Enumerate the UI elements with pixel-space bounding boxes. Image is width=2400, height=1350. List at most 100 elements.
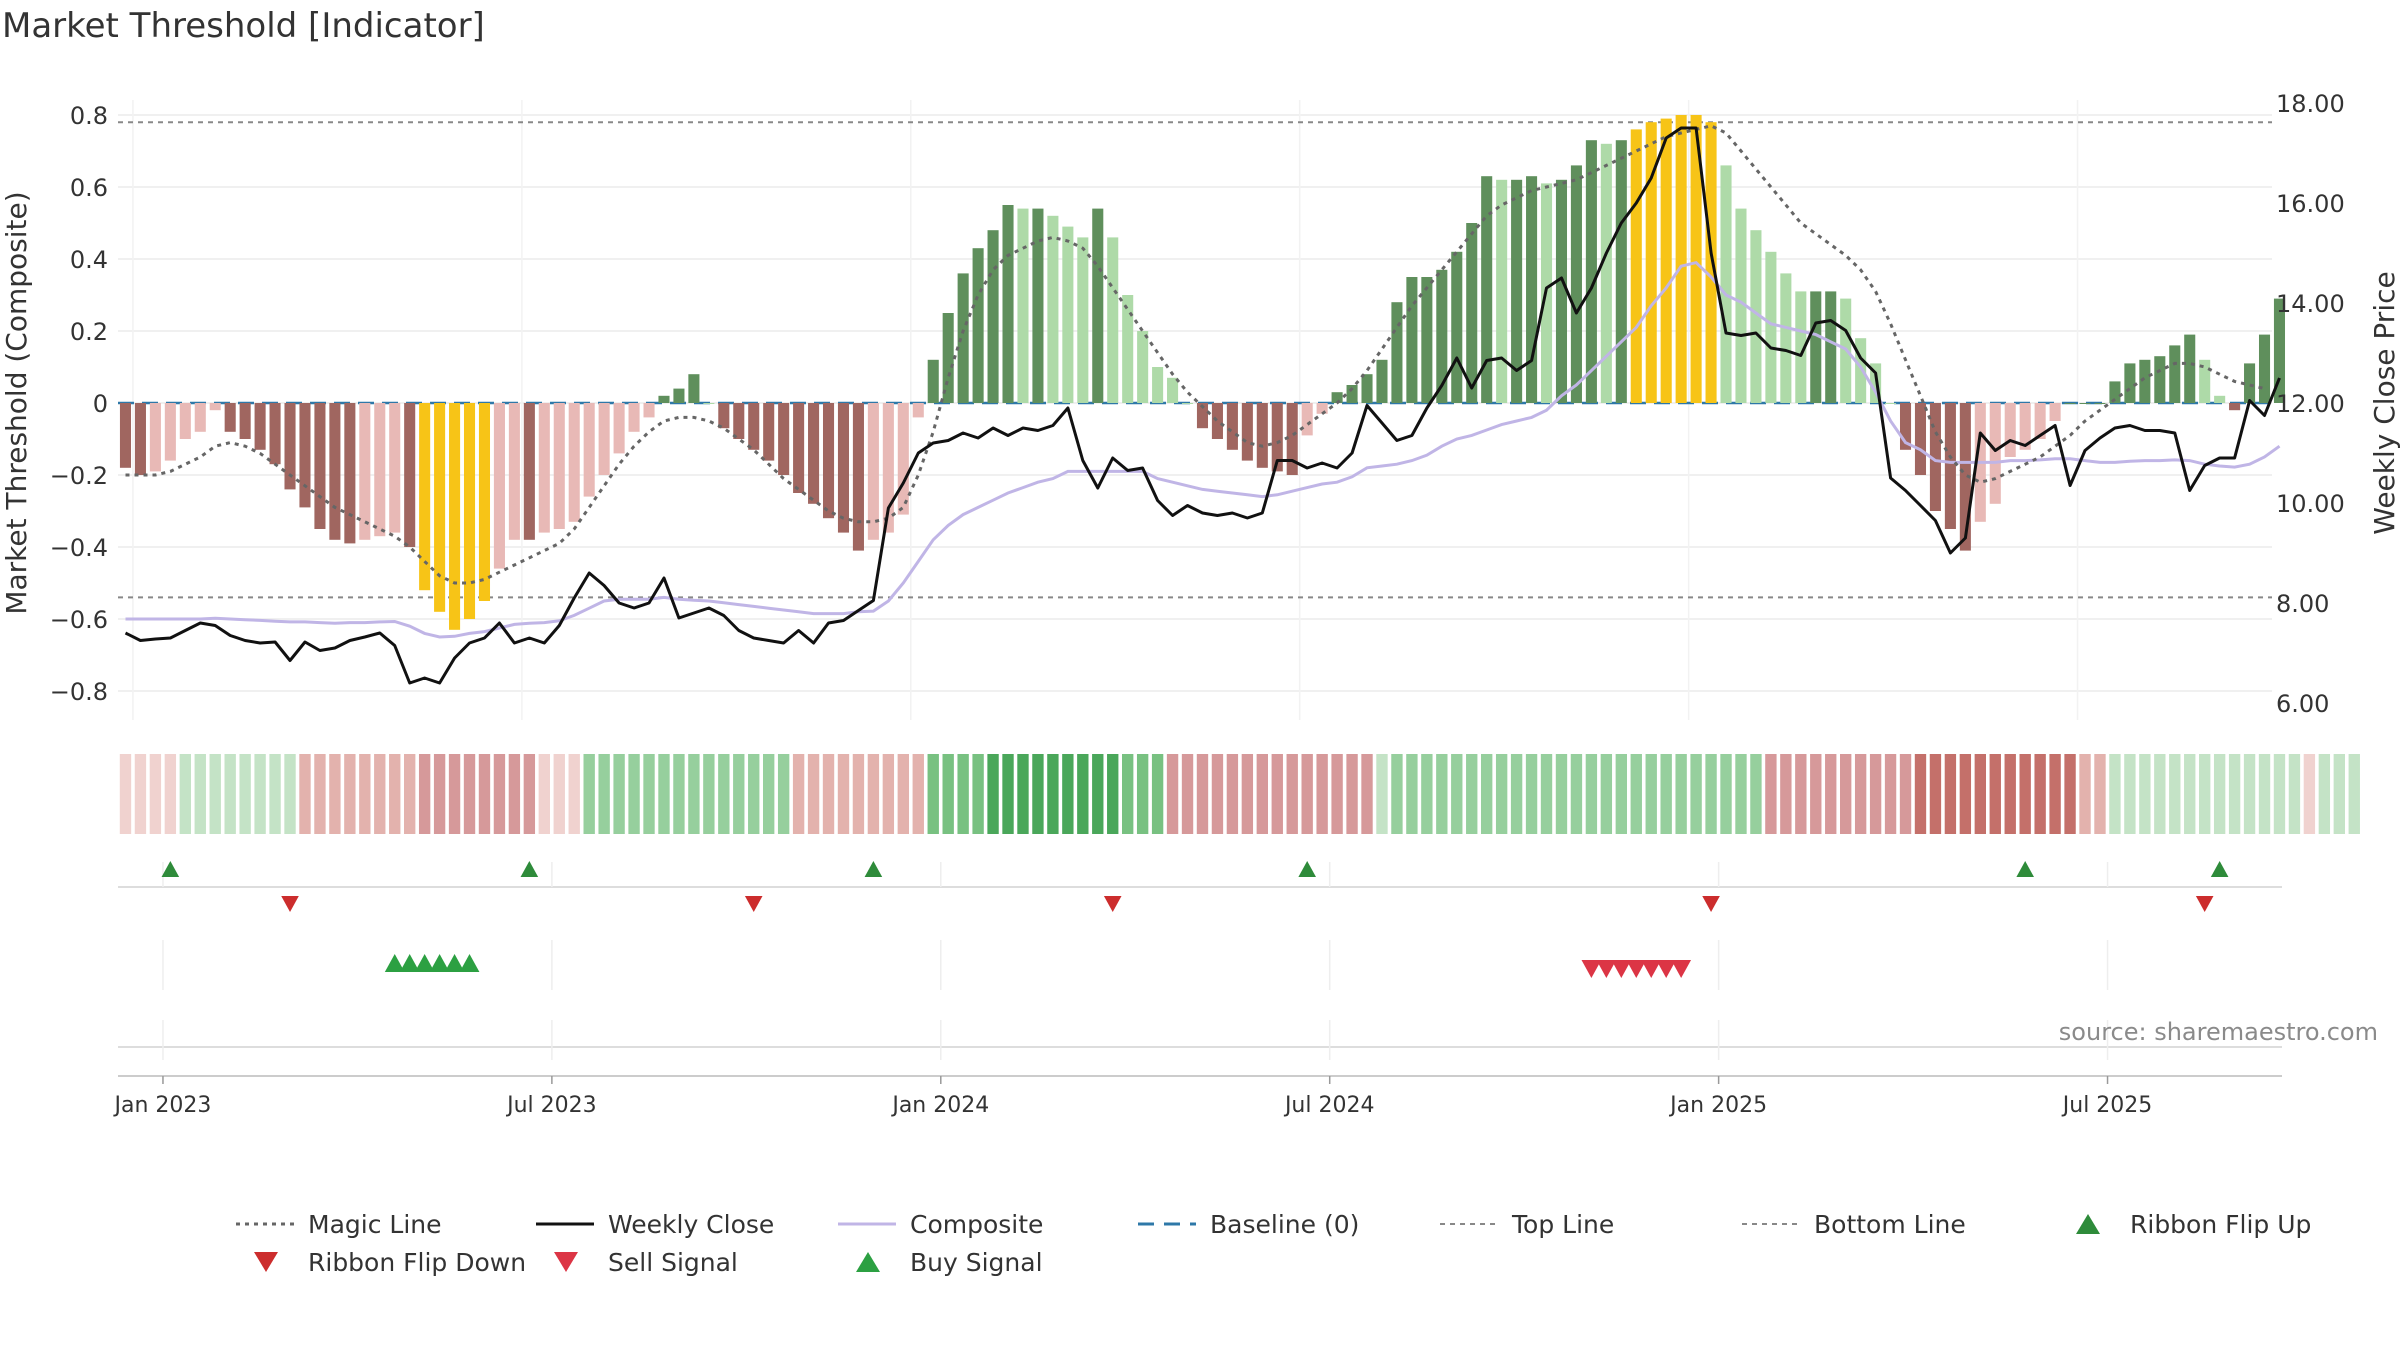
ribbon-flip-down-marker: [1103, 896, 1122, 912]
ribbon-cell: [1032, 754, 1044, 834]
composite-bar: [119, 403, 132, 468]
ribbon-cell: [1256, 754, 1268, 834]
composite-bar: [1496, 179, 1508, 403]
ribbon-cell: [418, 754, 431, 834]
ribbon-cell: [1196, 754, 1209, 834]
right-tick-label: 16.00: [2276, 190, 2345, 218]
ribbon-cell: [1510, 754, 1523, 834]
composite-bar: [1690, 115, 1702, 403]
ribbon-cell: [957, 754, 969, 834]
ribbon-cell: [269, 754, 281, 834]
composite-bar: [1929, 403, 1941, 511]
composite-bar: [1780, 273, 1792, 403]
legend-label: Sell Signal: [608, 1248, 738, 1277]
composite-bar: [2244, 363, 2256, 403]
composite-bar: [1316, 403, 1328, 414]
ribbon-cell: [2124, 754, 2136, 834]
ribbon-flip-up-marker: [864, 861, 883, 877]
ribbon-cell: [523, 754, 536, 834]
composite-bar: [2214, 395, 2226, 403]
ribbon-cell: [658, 754, 670, 834]
composite-bar: [1062, 226, 1074, 403]
ribbon-cell: [807, 754, 820, 834]
composite-bar: [673, 388, 685, 403]
ribbon-cell: [224, 754, 236, 834]
ribbon-cell: [1914, 754, 1927, 834]
composite-bar: [1092, 208, 1104, 403]
composite-bar: [1167, 377, 1179, 403]
composite-bar: [1391, 302, 1403, 403]
ribbon-cell: [2184, 754, 2196, 834]
left-tick-label: 0.6: [70, 174, 108, 202]
legend-label: Baseline (0): [1210, 1210, 1359, 1239]
composite-bar: [2124, 363, 2136, 403]
composite-bar: [1032, 208, 1044, 403]
composite-bar: [987, 230, 999, 403]
ribbon-cell: [1540, 754, 1553, 834]
composite-bar: [2169, 345, 2181, 403]
ribbon-cell: [1944, 754, 1957, 834]
ribbon-cell: [2258, 754, 2271, 834]
ribbon-cell: [284, 754, 296, 834]
ribbon-cell: [1810, 754, 1822, 834]
composite-bar: [583, 403, 595, 497]
composite-bar: [867, 403, 879, 540]
x-axis: Jan 2023 Jul 2023 Jan 2024 Jul 2024 Jan 2025…: [113, 1076, 2152, 1118]
composite-bar: [1077, 237, 1089, 403]
ribbon-cell: [2318, 754, 2331, 834]
composite-bar: [389, 403, 401, 533]
ribbon-cell: [718, 754, 730, 834]
ribbon-cell: [433, 754, 446, 834]
composite-bar: [1795, 291, 1807, 403]
chart-title: Market Threshold [Indicator]: [2, 6, 485, 46]
composite-bar: [1181, 403, 1194, 404]
composite-bar: [643, 403, 655, 418]
composite-bar: [374, 403, 386, 537]
right-tick-label: 8.00: [2276, 590, 2329, 618]
ribbon-cell: [1107, 754, 1119, 834]
ribbon-cell: [1675, 754, 1687, 834]
ribbon-flip-up-marker: [2016, 861, 2034, 877]
composite-bar: [1735, 208, 1747, 403]
composite-bar: [1137, 331, 1149, 403]
composite-bar: [1959, 403, 1971, 551]
composite-bar: [972, 248, 984, 403]
composite-bar: [1555, 179, 1568, 403]
sell-signal-marker: [1626, 960, 1647, 978]
ribbon-cell: [209, 754, 221, 834]
ribbon-cell: [1122, 754, 1134, 834]
ribbon-cell: [2079, 754, 2091, 834]
ribbon-cell: [389, 754, 401, 834]
legend-swatch: [554, 1252, 578, 1272]
ribbon-cell: [852, 754, 865, 834]
ribbon-cell: [1555, 754, 1568, 834]
ribbon-cell: [792, 754, 805, 834]
ribbon-cell: [2243, 754, 2256, 834]
ribbon-cell: [1989, 754, 2001, 834]
composite-bar: [1361, 374, 1373, 403]
ribbon-cell: [1974, 754, 1986, 834]
composite-bar: [508, 403, 520, 540]
ribbon-cell: [912, 754, 924, 834]
ribbon-cell: [359, 754, 371, 834]
composite-bar: [1481, 176, 1493, 403]
ribbon-cell: [837, 754, 850, 834]
composite-bar: [568, 403, 580, 522]
ribbon-cell: [822, 754, 835, 834]
legend-label: Top Line: [1511, 1210, 1614, 1239]
sell-signal-marker: [1581, 960, 1602, 978]
legend-label: Buy Signal: [910, 1248, 1043, 1277]
ribbon-cell: [613, 754, 625, 834]
composite-bar: [2154, 356, 2166, 403]
ribbon-flip-up-marker: [161, 861, 180, 877]
composite-bar: [344, 403, 356, 544]
ribbon-cell: [1286, 754, 1298, 834]
ribbon-cell: [897, 754, 909, 834]
composite-bar: [1286, 403, 1298, 475]
composite-bar: [1451, 251, 1463, 403]
ribbon-cell: [1466, 754, 1478, 834]
sell-signal-marker: [1641, 960, 1662, 978]
ribbon-cell: [2213, 754, 2226, 834]
composite-bar: [912, 403, 924, 418]
reference-lines: [118, 121, 2272, 599]
